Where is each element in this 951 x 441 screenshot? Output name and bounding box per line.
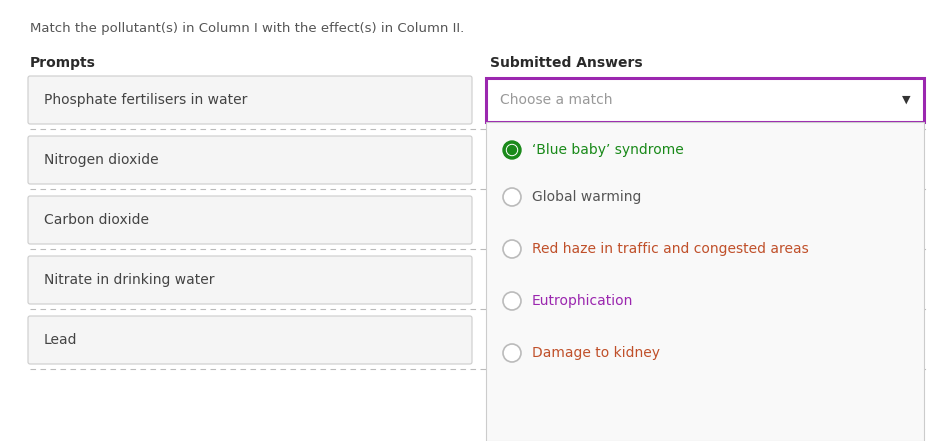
- Circle shape: [507, 145, 517, 156]
- FancyBboxPatch shape: [28, 316, 472, 364]
- FancyBboxPatch shape: [486, 122, 924, 441]
- FancyBboxPatch shape: [486, 78, 924, 122]
- Circle shape: [504, 293, 520, 309]
- Circle shape: [503, 141, 521, 159]
- Circle shape: [504, 241, 520, 257]
- Text: Submitted Answers: Submitted Answers: [490, 56, 643, 70]
- Text: Carbon dioxide: Carbon dioxide: [44, 213, 149, 227]
- Text: Nitrate in drinking water: Nitrate in drinking water: [44, 273, 215, 287]
- Text: ‘Blue baby’ syndrome: ‘Blue baby’ syndrome: [532, 143, 684, 157]
- Text: Lead: Lead: [44, 333, 77, 347]
- Text: Red haze in traffic and congested areas: Red haze in traffic and congested areas: [532, 242, 808, 256]
- Text: Nitrogen dioxide: Nitrogen dioxide: [44, 153, 159, 167]
- Circle shape: [508, 146, 516, 154]
- FancyBboxPatch shape: [28, 136, 472, 184]
- Text: Eutrophication: Eutrophication: [532, 294, 633, 308]
- Text: Phosphate fertilisers in water: Phosphate fertilisers in water: [44, 93, 247, 107]
- Circle shape: [504, 189, 520, 205]
- Text: Prompts: Prompts: [30, 56, 96, 70]
- Text: ▼: ▼: [902, 95, 910, 105]
- FancyBboxPatch shape: [28, 196, 472, 244]
- Text: Damage to kidney: Damage to kidney: [532, 346, 660, 360]
- Text: Global warming: Global warming: [532, 190, 641, 204]
- FancyBboxPatch shape: [28, 76, 472, 124]
- Circle shape: [504, 345, 520, 361]
- FancyBboxPatch shape: [28, 256, 472, 304]
- Text: Choose a match: Choose a match: [500, 93, 612, 107]
- Text: Match the pollutant(s) in Column I with the effect(s) in Column II.: Match the pollutant(s) in Column I with …: [30, 22, 464, 35]
